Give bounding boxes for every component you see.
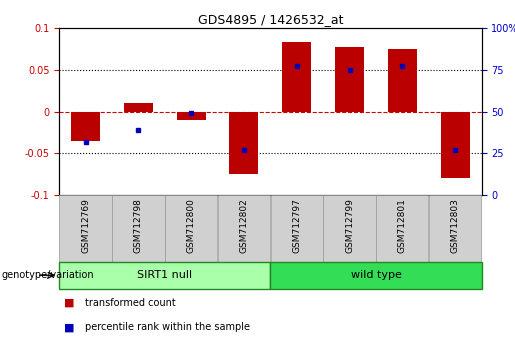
Bar (441, 112, 470, 178)
Bar (71, 112, 100, 141)
FancyBboxPatch shape (165, 195, 217, 262)
FancyBboxPatch shape (376, 195, 428, 262)
Text: ■: ■ (64, 322, 75, 332)
Bar (388, 49, 417, 112)
Text: ■: ■ (64, 298, 75, 308)
Text: GSM712769: GSM712769 (81, 198, 90, 253)
FancyBboxPatch shape (60, 195, 112, 262)
Bar (335, 47, 364, 112)
Title: GDS4895 / 1426532_at: GDS4895 / 1426532_at (198, 13, 343, 26)
FancyBboxPatch shape (59, 262, 270, 289)
FancyBboxPatch shape (218, 195, 270, 262)
Bar (177, 112, 205, 120)
Bar (282, 42, 311, 112)
Bar (230, 112, 259, 174)
FancyBboxPatch shape (112, 195, 164, 262)
Text: GSM712802: GSM712802 (239, 198, 248, 253)
FancyBboxPatch shape (429, 195, 481, 262)
Text: GSM712801: GSM712801 (398, 198, 407, 253)
Text: GSM712798: GSM712798 (134, 198, 143, 253)
Text: wild type: wild type (351, 270, 401, 280)
Text: percentile rank within the sample: percentile rank within the sample (85, 322, 250, 332)
FancyBboxPatch shape (271, 195, 323, 262)
Text: GSM712800: GSM712800 (187, 198, 196, 253)
Text: GSM712803: GSM712803 (451, 198, 459, 253)
FancyBboxPatch shape (323, 195, 375, 262)
Text: GSM712799: GSM712799 (345, 198, 354, 253)
FancyBboxPatch shape (270, 262, 482, 289)
Text: transformed count: transformed count (85, 298, 176, 308)
Text: GSM712797: GSM712797 (293, 198, 301, 253)
Text: genotype/variation: genotype/variation (1, 270, 94, 280)
Text: SIRT1 null: SIRT1 null (137, 270, 193, 280)
Bar (124, 103, 153, 112)
